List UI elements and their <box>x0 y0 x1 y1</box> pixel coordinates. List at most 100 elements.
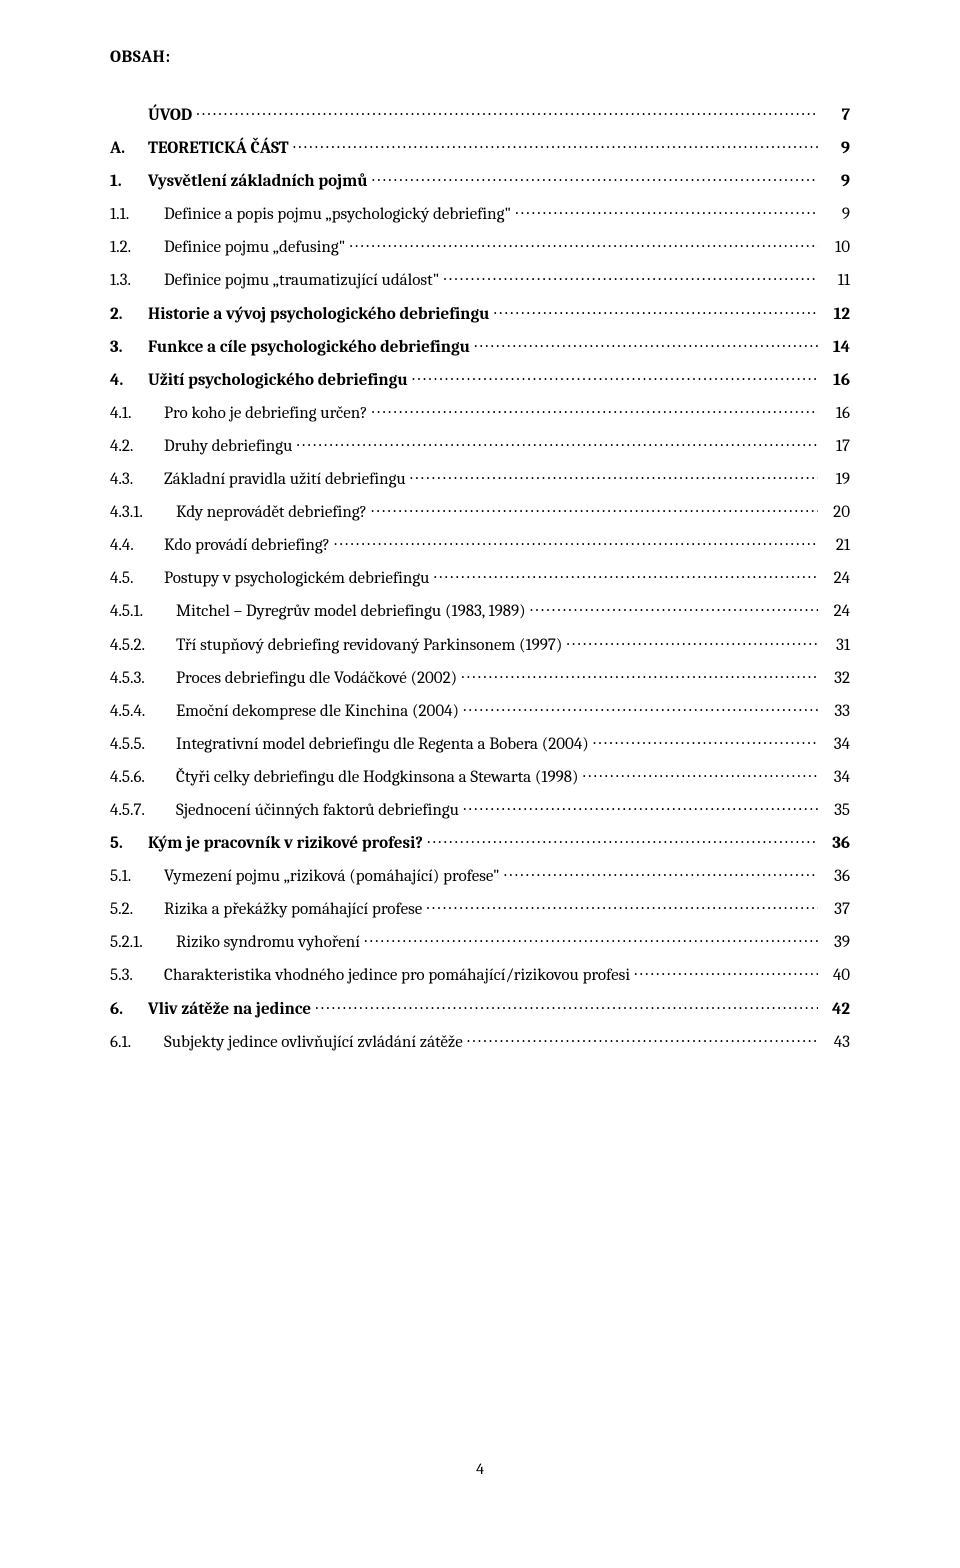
toc-leader-dots <box>467 1030 818 1047</box>
toc-row: 1.2.Definice pojmu „defusing" 10 <box>110 235 850 257</box>
toc-entry-label: TEORETICKÁ ČÁST <box>148 139 289 158</box>
toc-entry-label: Mitchel – Dyregrův model debriefingu (19… <box>176 602 526 621</box>
toc-entry-page: 12 <box>822 305 850 324</box>
toc-entry-label: Vymezení pojmu „riziková (pomáhající) pr… <box>164 867 500 886</box>
toc-entry-number: 1.1. <box>110 205 164 224</box>
toc-entry-label: Charakteristika vhodného jedince pro pom… <box>164 966 630 985</box>
toc-entry-page: 7 <box>822 106 850 125</box>
toc-entry-number: 1.2. <box>110 238 164 257</box>
toc-entry-label: Postupy v psychologickém debriefingu <box>164 569 429 588</box>
toc-leader-dots <box>530 599 818 616</box>
toc-leader-dots <box>433 566 818 583</box>
toc-leader-dots <box>296 434 818 451</box>
toc-row: 5.2.1.Riziko syndromu vyhoření 39 <box>110 930 850 952</box>
toc-entry-page: 24 <box>822 569 850 588</box>
toc-row: 4.3.1.Kdy neprovádět debriefing?20 <box>110 500 850 522</box>
toc-row: A.TEORETICKÁ ČÁST9 <box>110 136 850 158</box>
toc-entry-label: Riziko syndromu vyhoření <box>176 933 360 952</box>
toc-entry-number: 5.3. <box>110 966 164 985</box>
toc-leader-dots <box>410 467 818 484</box>
toc-entry-page: 43 <box>822 1033 850 1052</box>
toc-entry-number: 4.5.1. <box>110 602 176 621</box>
toc-row: 4.5.Postupy v psychologickém debriefingu… <box>110 566 850 588</box>
toc-entry-page: 10 <box>822 238 850 257</box>
page-container: OBSAH: ÚVOD7A.TEORETICKÁ ČÁST91.Vysvětle… <box>110 48 850 1528</box>
toc-row: 5.1.Vymezení pojmu „riziková (pomáhající… <box>110 864 850 886</box>
toc-entry-number: 2. <box>110 305 148 324</box>
toc-entry-number: 4. <box>110 371 148 390</box>
toc-entry-label: Užití psychologického debriefingu <box>148 371 408 390</box>
toc-entry-label: Tří stupňový debriefing revidovaný Parki… <box>176 636 562 655</box>
toc-entry-number: 4.4. <box>110 536 164 555</box>
toc-entry-number: 4.2. <box>110 437 164 456</box>
toc-entry-number: 4.3.1. <box>110 503 176 522</box>
toc-row: 1.1.Definice a popis pojmu „psychologick… <box>110 202 850 224</box>
toc-entry-number: 5. <box>110 834 148 853</box>
toc-entry-number: 5.2.1. <box>110 933 176 952</box>
toc-entry-page: 33 <box>822 702 850 721</box>
toc-row: 1.Vysvětlení základních pojmů9 <box>110 169 850 191</box>
toc-leader-dots <box>504 864 818 881</box>
toc-leader-dots <box>364 930 818 947</box>
toc-entry-number: 6.1. <box>110 1033 164 1052</box>
toc-row: 5.3.Charakteristika vhodného jedince pro… <box>110 963 850 985</box>
toc-row: 2.Historie a vývoj psychologického debri… <box>110 302 850 324</box>
toc-entry-number: 5.2. <box>110 900 164 919</box>
toc-entry-label: Definice pojmu „traumatizující událost" <box>164 271 439 290</box>
toc-row: 4.5.7.Sjednocení účinných faktorů debrie… <box>110 798 850 820</box>
toc-leader-dots <box>515 202 818 219</box>
toc-entry-page: 9 <box>822 139 850 158</box>
toc-entry-page: 34 <box>822 735 850 754</box>
toc-entry-page: 16 <box>822 404 850 423</box>
toc-leader-dots <box>493 302 818 319</box>
toc-entry-number: 4.5.6. <box>110 768 176 787</box>
toc-entry-label: Definice pojmu „defusing" <box>164 238 345 257</box>
toc-leader-dots <box>315 997 818 1014</box>
toc-entry-label: Druhy debriefingu <box>164 437 292 456</box>
toc-leader-dots <box>371 401 818 418</box>
toc-entry-page: 39 <box>822 933 850 952</box>
toc-row: 5.Kým je pracovník v rizikové profesi?36 <box>110 831 850 853</box>
toc-entry-label: Historie a vývoj psychologického debrief… <box>148 305 489 324</box>
toc-heading: OBSAH: <box>110 48 850 67</box>
toc-entry-page: 24 <box>822 602 850 621</box>
toc-leader-dots <box>593 732 818 749</box>
toc-leader-dots <box>474 335 818 352</box>
toc-leader-dots <box>443 268 818 285</box>
toc-entry-label: Základní pravidla užití debriefingu <box>164 470 406 489</box>
toc-entry-page: 36 <box>822 867 850 886</box>
toc-entry-number: 4.5. <box>110 569 164 588</box>
toc-entry-page: 9 <box>822 172 850 191</box>
toc-list: ÚVOD7A.TEORETICKÁ ČÁST91.Vysvětlení zákl… <box>110 103 850 1052</box>
toc-row: 4.5.5.Integrativní model debriefingu dle… <box>110 732 850 754</box>
toc-entry-number: 4.5.5. <box>110 735 176 754</box>
toc-row: 4.4.Kdo provádí debriefing?21 <box>110 533 850 555</box>
toc-entry-number: 1. <box>110 172 148 191</box>
toc-leader-dots <box>293 136 818 153</box>
toc-entry-page: 20 <box>822 503 850 522</box>
toc-leader-dots <box>463 798 818 815</box>
toc-entry-page: 17 <box>822 437 850 456</box>
toc-leader-dots <box>463 699 818 716</box>
toc-entry-page: 11 <box>822 271 850 290</box>
toc-entry-number: 3. <box>110 338 148 357</box>
toc-entry-label: Proces debriefingu dle Vodáčkové (2002) <box>176 669 457 688</box>
toc-entry-label: Kým je pracovník v rizikové profesi? <box>148 834 423 853</box>
toc-entry-label: Rizika a překážky pomáhající profese <box>164 900 422 919</box>
toc-entry-number: 4.5.7. <box>110 801 176 820</box>
toc-entry-label: ÚVOD <box>148 106 192 125</box>
toc-entry-number: 5.1. <box>110 867 164 886</box>
toc-row: 4.5.1.Mitchel – Dyregrův model debriefin… <box>110 599 850 621</box>
toc-row: 4.1.Pro koho je debriefing určen?16 <box>110 401 850 423</box>
toc-leader-dots <box>412 368 818 385</box>
toc-entry-number: 4.5.4. <box>110 702 176 721</box>
toc-row: 4.Užití psychologického debriefingu16 <box>110 368 850 390</box>
toc-entry-label: Funkce a cíle psychologického debriefing… <box>148 338 470 357</box>
toc-entry-page: 19 <box>822 470 850 489</box>
toc-entry-number: 1.3. <box>110 271 164 290</box>
toc-entry-page: 9 <box>822 205 850 224</box>
toc-leader-dots <box>334 533 818 550</box>
toc-entry-number: 4.3. <box>110 470 164 489</box>
toc-entry-page: 40 <box>822 966 850 985</box>
toc-row: 6.Vliv zátěže na jedince42 <box>110 997 850 1019</box>
